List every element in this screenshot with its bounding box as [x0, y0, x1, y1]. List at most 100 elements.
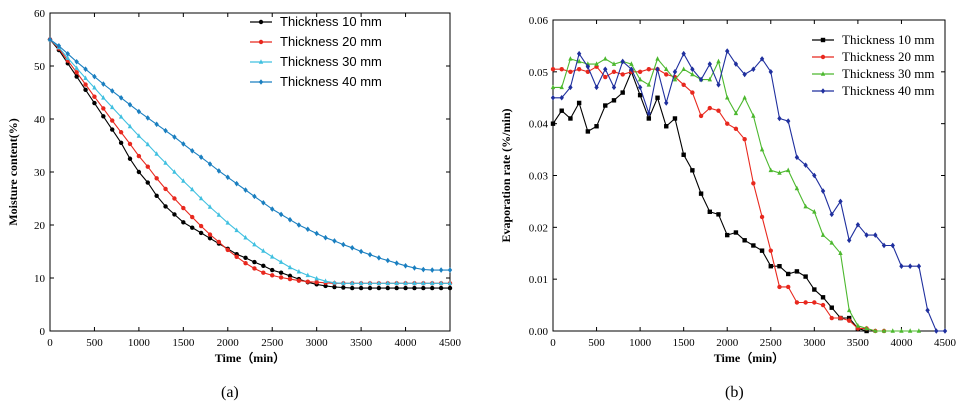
data-point: [350, 285, 355, 291]
data-point: [163, 204, 168, 209]
data-point: [367, 285, 373, 291]
data-point: [127, 101, 133, 108]
data-point: [367, 280, 373, 286]
x-tick-label: 3500: [847, 337, 870, 349]
data-point: [803, 300, 808, 305]
data-point: [594, 124, 599, 129]
data-point: [603, 56, 608, 61]
data-point: [786, 284, 791, 290]
data-point: [421, 280, 426, 286]
data-point: [394, 260, 399, 266]
data-point: [777, 264, 782, 269]
data-point: [287, 216, 293, 223]
data-point: [323, 234, 328, 241]
data-point: [181, 141, 186, 147]
data-point: [846, 307, 852, 313]
data-point: [154, 151, 159, 156]
x-tick-label: 3500: [350, 337, 373, 349]
data-point: [698, 76, 704, 83]
data-point: [225, 220, 230, 225]
data-point: [190, 225, 195, 230]
data-point: [296, 268, 302, 274]
data-point: [74, 58, 79, 65]
legend-entry: Thickness 40 mm: [250, 74, 382, 89]
data-point: [101, 81, 106, 87]
data-point: [198, 230, 204, 236]
data-point: [751, 243, 756, 248]
data-point: [154, 193, 159, 199]
data-point: [261, 199, 266, 206]
data-point: [690, 66, 695, 73]
data-point: [181, 220, 186, 225]
data-point: [759, 56, 765, 62]
data-point: [438, 285, 444, 291]
data-point: [65, 51, 70, 57]
legend-marker: [258, 19, 264, 25]
data-point: [270, 254, 275, 259]
data-point: [207, 232, 213, 237]
data-point: [447, 285, 453, 291]
data-point: [145, 141, 150, 147]
data-point: [603, 103, 608, 108]
data-point: [576, 67, 582, 72]
panel-caption-b: (b): [725, 384, 744, 401]
legend-entry: Thickness 20 mm: [812, 49, 934, 64]
data-point: [145, 180, 150, 185]
data-point: [925, 307, 930, 314]
data-point: [707, 105, 712, 111]
data-point: [403, 280, 408, 286]
data-point: [559, 108, 564, 113]
y-axis-label: Evaporation rate (%/min): [499, 109, 513, 243]
data-point: [216, 212, 222, 217]
legend-label: Thickness 30 mm: [842, 66, 934, 81]
data-point: [74, 70, 79, 75]
data-point: [777, 284, 782, 290]
data-point: [664, 124, 669, 129]
data-point: [145, 115, 150, 121]
legend-entry: Thickness 10 mm: [812, 32, 934, 47]
data-point: [568, 116, 573, 121]
data-point: [759, 146, 765, 152]
data-point: [314, 280, 319, 285]
data-point: [216, 168, 222, 174]
y-tick-label: 0.04: [529, 119, 549, 131]
data-point: [646, 67, 652, 72]
series-line: [49, 39, 450, 271]
data-point: [568, 84, 573, 91]
data-point: [181, 205, 186, 211]
data-point: [716, 212, 721, 217]
data-point: [190, 214, 195, 220]
data-point: [603, 74, 608, 80]
data-point: [907, 263, 913, 270]
x-tick-label: 2500: [760, 337, 783, 349]
x-tick-label: 2000: [217, 337, 240, 349]
data-point: [198, 223, 204, 229]
data-point: [287, 264, 293, 270]
data-point: [777, 115, 782, 122]
series-line: [553, 65, 884, 332]
data-point: [136, 133, 142, 138]
data-point: [438, 280, 444, 286]
data-point: [646, 81, 652, 87]
legend-label: Thickness 30 mm: [280, 54, 382, 69]
data-point: [163, 127, 168, 134]
data-point: [385, 285, 390, 291]
data-point: [163, 160, 168, 165]
data-point: [83, 82, 88, 87]
data-point: [681, 66, 686, 72]
data-point: [655, 66, 660, 73]
x-tick-label: 1500: [172, 337, 195, 349]
data-point: [270, 273, 275, 278]
data-point: [864, 328, 869, 334]
data-point: [550, 121, 556, 126]
series-b-0: [550, 69, 869, 334]
y-tick-label: 0.01: [529, 274, 548, 286]
data-point: [812, 172, 817, 179]
data-point: [655, 56, 660, 61]
data-point: [768, 69, 773, 75]
data-point: [725, 94, 730, 100]
data-point: [794, 269, 800, 274]
data-point: [83, 66, 88, 72]
data-point: [278, 211, 284, 218]
data-point: [118, 130, 124, 135]
